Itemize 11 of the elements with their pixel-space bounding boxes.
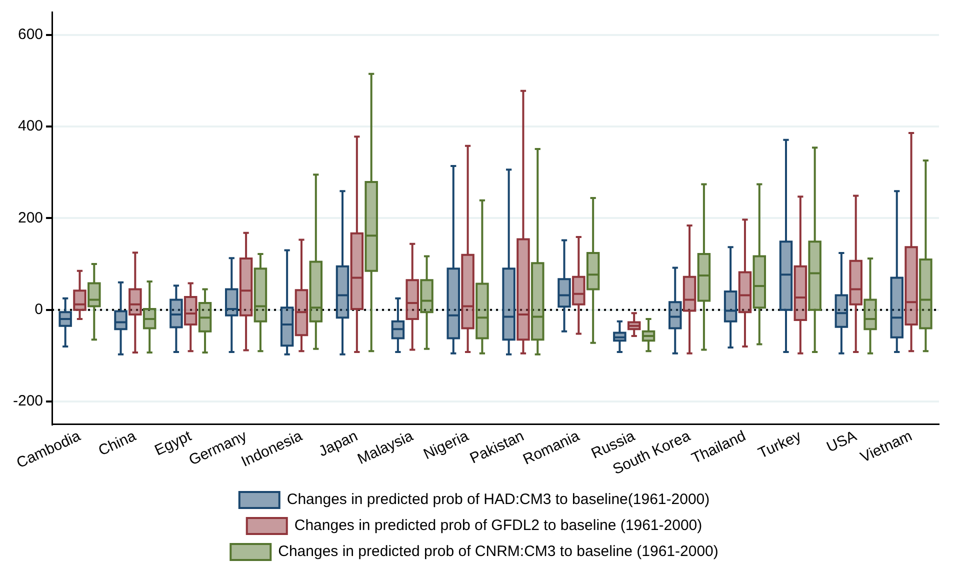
y-tick-label: 600 bbox=[18, 26, 44, 44]
legend-label: Changes in predicted prob of HAD:CM3 to baseline(1961-2000) bbox=[286, 491, 710, 508]
y-tick-label: 400 bbox=[18, 118, 44, 135]
x-tick-label: China bbox=[96, 427, 140, 460]
y-tick-label: 0 bbox=[34, 301, 44, 318]
y-tick-label: -200 bbox=[12, 392, 44, 410]
x-tick-label: USA bbox=[824, 428, 860, 456]
y-tick-label: 200 bbox=[18, 209, 44, 226]
x-tick-label: Turkey bbox=[756, 427, 804, 462]
legend-label: Changes in predicted prob of CNRM:CM3 to baseline (1961-2000) bbox=[278, 543, 718, 560]
legend-label: Changes in predicted prob of GFDL2 to baseline (1961-2000) bbox=[294, 517, 702, 534]
